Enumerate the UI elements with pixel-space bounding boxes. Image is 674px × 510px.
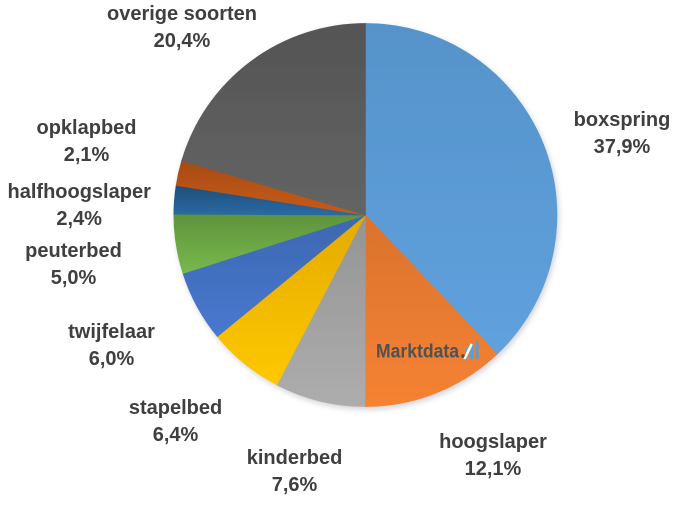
svg-text:Marktdata: Marktdata	[376, 340, 459, 362]
